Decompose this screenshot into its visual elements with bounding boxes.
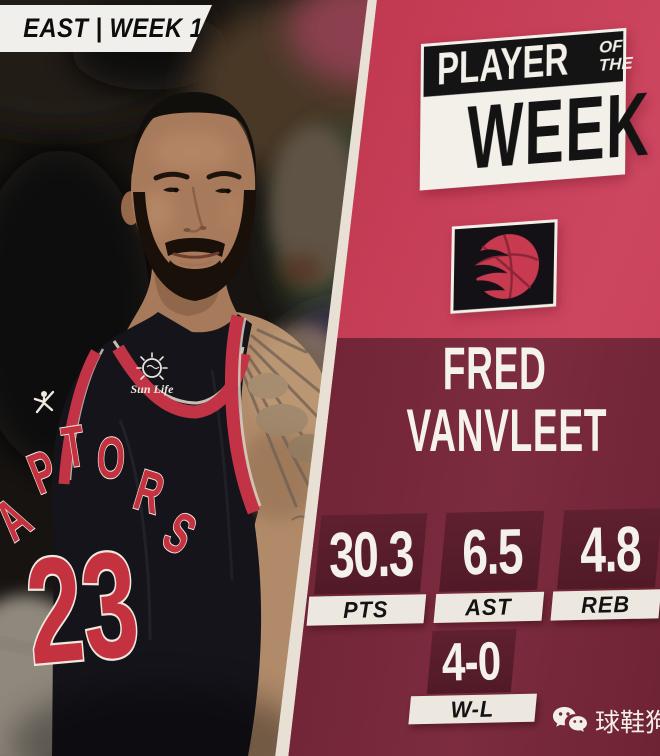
award-title: PLAYER OF THE WEEK — [419, 27, 651, 191]
record: 4-0 W-L — [401, 629, 543, 725]
award-word-week: WEEK — [466, 74, 651, 190]
stat-label-bar: REB — [550, 589, 660, 621]
record-value: 4-0 — [441, 630, 502, 693]
jersey-armhole-trim — [224, 314, 261, 515]
stat-rebounds: 4.8 REB — [550, 508, 660, 621]
stats-row: 30.3 PTS 6.5 AST 4.8 REB — [306, 508, 660, 626]
stat-value-box: 4.8 — [556, 508, 660, 590]
record-label-bar: W-L — [408, 693, 537, 725]
stat-label: AST — [464, 593, 512, 621]
stat-label-bar: PTS — [306, 594, 426, 626]
jumpman-icon — [33, 390, 55, 414]
stat-label: REB — [581, 590, 631, 618]
stat-value-box: 30.3 — [313, 513, 427, 595]
record-label: W-L — [450, 695, 495, 722]
watermark-text: 球鞋狗 — [595, 708, 660, 737]
watermark: 球鞋狗 — [552, 703, 660, 739]
stat-label: PTS — [343, 595, 390, 623]
stat-value: 6.5 — [461, 514, 523, 588]
jersey-sponsor-text: Sun Life — [130, 382, 174, 396]
jersey: Sun Life A P T O R S 23 — [0, 312, 310, 756]
badge-text: EAST | WEEK 12 — [23, 13, 217, 43]
stat-assists: 6.5 AST — [432, 510, 545, 624]
stat-value-box: 6.5 — [439, 510, 545, 592]
sunlife-icon: Sun Life — [130, 352, 174, 396]
stat-value: 4.8 — [579, 512, 641, 586]
stat-value: 30.3 — [327, 516, 413, 591]
award-word-the: THE — [598, 53, 633, 75]
award-title-bottom: WEEK — [419, 74, 651, 191]
beard — [133, 190, 256, 301]
hair — [131, 92, 257, 178]
player-name: FRED VANVLEET — [345, 338, 645, 462]
player-last-name: VANVLEET — [406, 397, 608, 464]
conference-week-badge: EAST | WEEK 12 — [0, 5, 212, 52]
record-value-box: 4-0 — [426, 629, 517, 694]
jersey-number: 23 — [20, 519, 144, 696]
stat-label-bar: AST — [433, 591, 544, 624]
svg-text:O: O — [95, 425, 126, 491]
raptors-logo-icon — [467, 233, 540, 299]
player-first-name: FRED — [443, 335, 547, 402]
stat-points: 30.3 PTS — [306, 513, 427, 626]
award-of-the: OF THE — [598, 36, 633, 75]
wechat-icon — [553, 707, 587, 732]
player-head — [121, 92, 257, 301]
team-logo-card — [450, 219, 558, 314]
